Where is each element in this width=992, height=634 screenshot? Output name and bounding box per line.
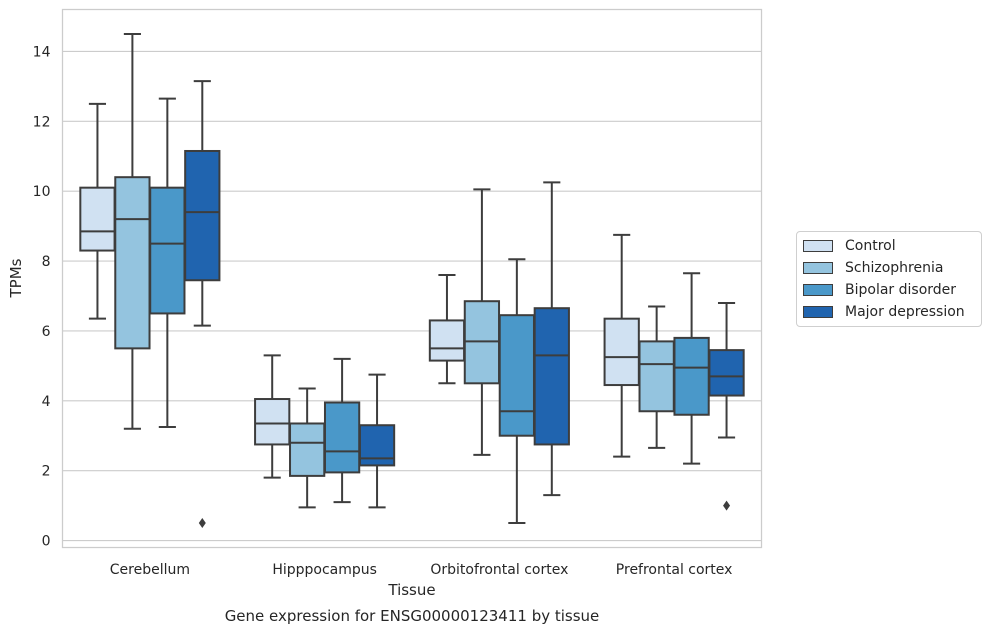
y-tick-labels: 0 2 4 6 8 10 12 14: [33, 44, 51, 549]
x-tick-label-prefrontal-cortex: Prefrontal cortex: [616, 562, 733, 578]
box-body-bipolar-disorder-cerebellum: [149, 186, 186, 315]
box-body-schizophrenia-prefrontal-cortex: [638, 340, 675, 413]
legend-item-major-depression: Major depression: [803, 302, 965, 322]
y-tick-label-0: 0: [42, 534, 51, 550]
box-major-depression-orbitofrontal-cortex: [533, 181, 570, 497]
box-major-depression-cerebellum: [184, 80, 221, 529]
y-tick-label-2: 2: [42, 464, 51, 480]
x-axis-label: Tissue: [387, 581, 435, 599]
legend-item-schizophrenia: Schizophrenia: [803, 258, 943, 278]
box-body-bipolar-disorder-prefrontal-cortex: [673, 336, 710, 416]
box-schizophrenia-cerebellum: [114, 32, 151, 430]
box-body-control-hipppocampus: [254, 398, 291, 446]
legend-label-bipolar-disorder: Bipolar disorder: [845, 282, 957, 298]
x-tick-label-cerebellum: Cerebellum: [110, 562, 190, 578]
legend-swatch-schizophrenia: [803, 262, 833, 274]
x-tick-labels: Cerebellum Hipppocampus Orbitofrontal cort…: [110, 562, 733, 578]
boxes: [79, 32, 745, 529]
box-bipolar-disorder-cerebellum: [149, 97, 186, 428]
x-tick-label-orbitofrontal-cortex: Orbitofrontal cortex: [430, 562, 568, 578]
box-schizophrenia-prefrontal-cortex: [638, 305, 675, 449]
box-schizophrenia-hipppocampus: [289, 387, 326, 509]
y-tick-label-14: 14: [33, 44, 51, 60]
y-axis-label: TPMs: [7, 258, 25, 298]
y-tick-label-8: 8: [42, 254, 51, 270]
box-control-cerebellum: [79, 102, 116, 320]
box-body-schizophrenia-hipppocampus: [289, 422, 326, 477]
box-major-depression-hipppocampus: [358, 373, 396, 509]
box-major-depression-prefrontal-cortex: [708, 301, 745, 511]
legend-swatch-control: [803, 240, 833, 252]
box-body-major-depression-orbitofrontal-cortex: [533, 307, 570, 446]
legend-label-schizophrenia: Schizophrenia: [845, 260, 944, 276]
box-schizophrenia-orbitofrontal-cortex: [463, 188, 501, 456]
chart-caption: Gene expression for ENSG00000123411 by t…: [224, 607, 600, 625]
box-body-control-cerebellum: [79, 186, 116, 252]
box-control-prefrontal-cortex: [603, 233, 640, 458]
box-body-major-depression-prefrontal-cortex: [708, 349, 745, 397]
box-body-control-prefrontal-cortex: [603, 317, 640, 387]
box-bipolar-disorder-prefrontal-cortex: [673, 272, 710, 465]
box-body-control-orbitofrontal-cortex: [428, 319, 466, 362]
box-body-bipolar-disorder-hipppocampus: [323, 401, 361, 474]
legend-label-major-depression: Major depression: [845, 304, 965, 320]
outlier-major-depression-prefrontal-cortex-0: [723, 500, 731, 511]
legend-item-control: Control: [803, 236, 896, 256]
box-body-schizophrenia-cerebellum: [114, 176, 151, 350]
plot-frame: [61, 8, 763, 549]
box-control-hipppocampus: [254, 354, 291, 479]
y-tick-label-4: 4: [42, 394, 51, 410]
y-tick-label-12: 12: [33, 114, 51, 130]
legend-swatch-bipolar-disorder: [803, 284, 833, 296]
outlier-major-depression-cerebellum-0: [198, 518, 206, 529]
y-tick-label-10: 10: [33, 184, 51, 200]
legend-swatch-major-depression: [803, 306, 833, 318]
box-control-orbitofrontal-cortex: [428, 274, 466, 385]
legend-item-bipolar-disorder: Bipolar disorder: [803, 280, 956, 300]
box-bipolar-disorder-hipppocampus: [323, 357, 361, 504]
box-bipolar-disorder-orbitofrontal-cortex: [498, 258, 535, 525]
box-body-bipolar-disorder-orbitofrontal-cortex: [498, 314, 535, 437]
x-tick-label-hipppocampus: Hipppocampus: [272, 562, 377, 578]
legend: Control Schizophrenia Bipolar disorder M…: [796, 231, 982, 327]
legend-label-control: Control: [845, 238, 896, 254]
y-tick-label-6: 6: [42, 324, 51, 340]
box-body-major-depression-cerebellum: [184, 149, 221, 282]
